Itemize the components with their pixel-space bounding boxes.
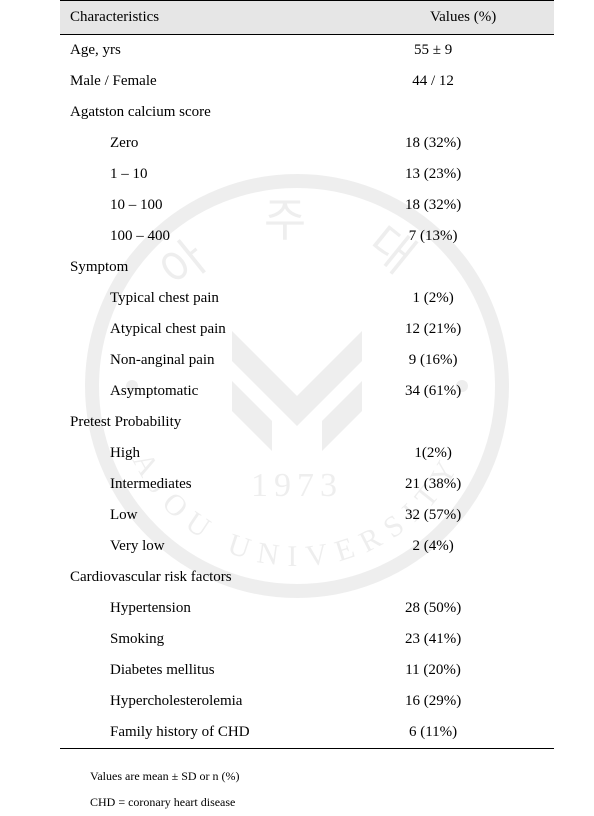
footnote-line: CHD = coronary heart disease: [90, 789, 554, 815]
cell-label: Pretest Probability: [60, 407, 372, 438]
cell-value: [372, 562, 554, 593]
cell-value: 13 (23%): [372, 159, 554, 190]
table-row: 10 – 10018 (32%): [60, 190, 554, 221]
cell-label: Family history of CHD: [60, 717, 372, 749]
table-row: Smoking23 (41%): [60, 624, 554, 655]
footnote-line: Values are mean ± SD or n (%): [90, 763, 554, 789]
table-row: Non-anginal pain9 (16%): [60, 345, 554, 376]
cell-value: 2 (4%): [372, 531, 554, 562]
cell-value: [372, 97, 554, 128]
table-row: Atypical chest pain12 (21%): [60, 314, 554, 345]
cell-label: Non-anginal pain: [60, 345, 372, 376]
cell-value: 1(2%): [372, 438, 554, 469]
table-body: Age, yrs55 ± 9Male / Female44 / 12Agatst…: [60, 35, 554, 749]
table-row: Symptom: [60, 252, 554, 283]
cell-value: 32 (57%): [372, 500, 554, 531]
table-row: Intermediates21 (38%): [60, 469, 554, 500]
cell-label: Hypercholesterolemia: [60, 686, 372, 717]
table-row: High1(2%): [60, 438, 554, 469]
cell-label: Intermediates: [60, 469, 372, 500]
table-row: 1 – 1013 (23%): [60, 159, 554, 190]
cell-label: Hypertension: [60, 593, 372, 624]
cell-label: Diabetes mellitus: [60, 655, 372, 686]
cell-value: 23 (41%): [372, 624, 554, 655]
cell-value: 18 (32%): [372, 190, 554, 221]
cell-label: Male / Female: [60, 66, 372, 97]
cell-label: Cardiovascular risk factors: [60, 562, 372, 593]
cell-value: 11 (20%): [372, 655, 554, 686]
cell-value: 9 (16%): [372, 345, 554, 376]
table-row: Male / Female44 / 12: [60, 66, 554, 97]
table-row: Asymptomatic34 (61%): [60, 376, 554, 407]
table-row: Typical chest pain1 (2%): [60, 283, 554, 314]
cell-value: [372, 407, 554, 438]
table-header-row: Characteristics Values (%): [60, 1, 554, 35]
cell-value: 1 (2%): [372, 283, 554, 314]
cell-value: [372, 252, 554, 283]
cell-value: 21 (38%): [372, 469, 554, 500]
cell-value: 55 ± 9: [372, 35, 554, 67]
cell-value: 16 (29%): [372, 686, 554, 717]
cell-value: 7 (13%): [372, 221, 554, 252]
table-row: Pretest Probability: [60, 407, 554, 438]
header-values: Values (%): [372, 1, 554, 35]
cell-value: 6 (11%): [372, 717, 554, 749]
cell-label: Low: [60, 500, 372, 531]
table-row: Low32 (57%): [60, 500, 554, 531]
table-row: Hypercholesterolemia16 (29%): [60, 686, 554, 717]
table-row: Hypertension28 (50%): [60, 593, 554, 624]
footnotes: Values are mean ± SD or n (%) CHD = coro…: [60, 749, 554, 816]
cell-value: 12 (21%): [372, 314, 554, 345]
cell-label: High: [60, 438, 372, 469]
cell-label: Zero: [60, 128, 372, 159]
cell-value: 18 (32%): [372, 128, 554, 159]
table-container: Characteristics Values (%) Age, yrs55 ± …: [0, 0, 594, 816]
table-row: 100 – 4007 (13%): [60, 221, 554, 252]
cell-label: Agatston calcium score: [60, 97, 372, 128]
cell-value: 34 (61%): [372, 376, 554, 407]
cell-value: 44 / 12: [372, 66, 554, 97]
table-row: Agatston calcium score: [60, 97, 554, 128]
cell-label: 1 – 10: [60, 159, 372, 190]
cell-label: Smoking: [60, 624, 372, 655]
table-row: Age, yrs55 ± 9: [60, 35, 554, 67]
cell-label: Atypical chest pain: [60, 314, 372, 345]
table-row: Very low2 (4%): [60, 531, 554, 562]
cell-label: Age, yrs: [60, 35, 372, 67]
cell-label: 10 – 100: [60, 190, 372, 221]
cell-label: 100 – 400: [60, 221, 372, 252]
cell-label: Symptom: [60, 252, 372, 283]
cell-label: Asymptomatic: [60, 376, 372, 407]
cell-label: Very low: [60, 531, 372, 562]
cell-label: Typical chest pain: [60, 283, 372, 314]
header-characteristics: Characteristics: [60, 1, 372, 35]
table-row: Family history of CHD6 (11%): [60, 717, 554, 749]
cell-value: 28 (50%): [372, 593, 554, 624]
table-row: Cardiovascular risk factors: [60, 562, 554, 593]
characteristics-table: Characteristics Values (%) Age, yrs55 ± …: [60, 0, 554, 749]
table-row: Zero18 (32%): [60, 128, 554, 159]
table-row: Diabetes mellitus11 (20%): [60, 655, 554, 686]
